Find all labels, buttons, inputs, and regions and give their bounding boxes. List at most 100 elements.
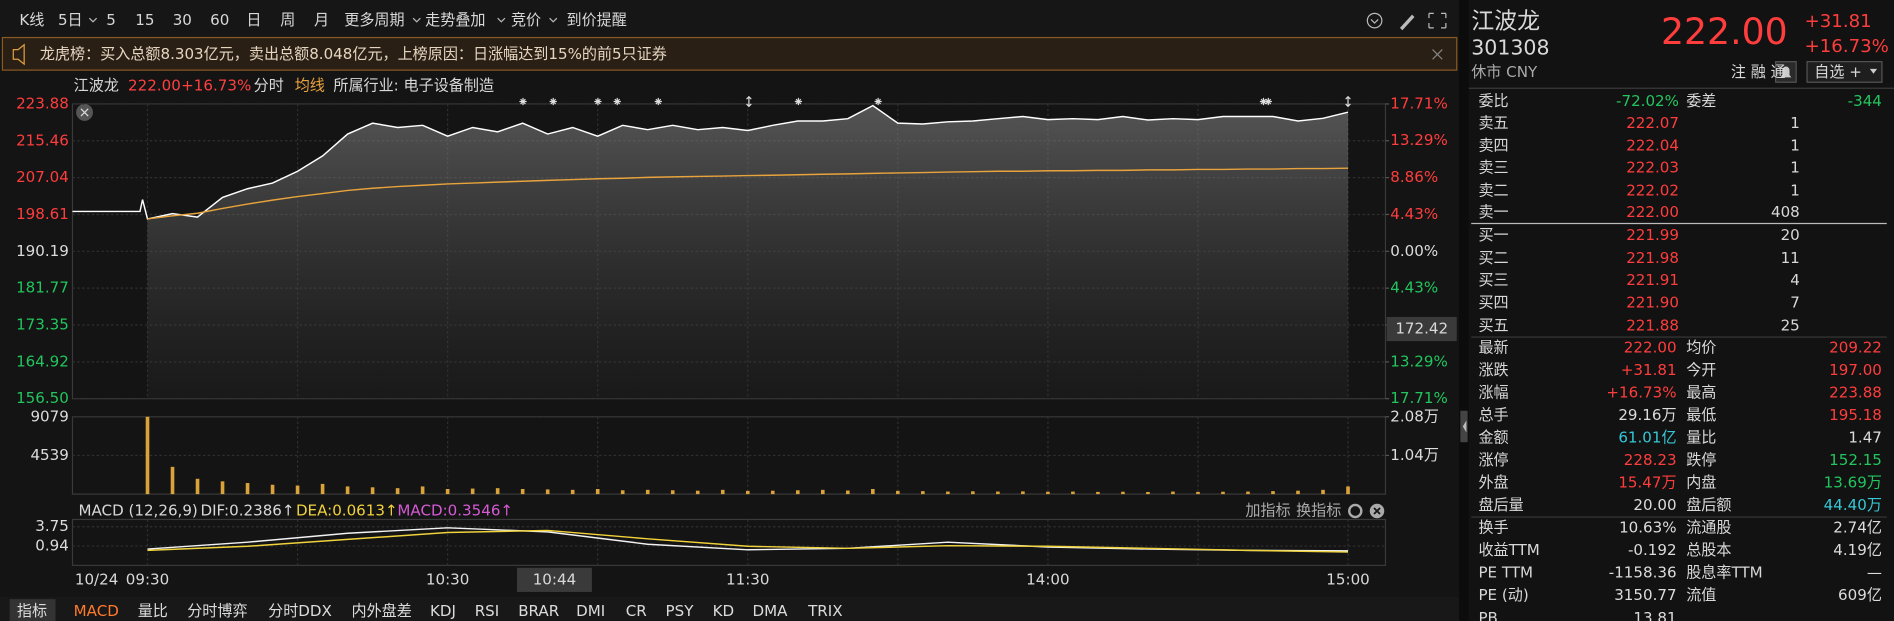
stat-value: 4.19亿	[1833, 541, 1882, 559]
event-marker[interactable]	[746, 95, 752, 108]
volume-bar	[1246, 491, 1250, 495]
stat-label: 金额	[1478, 429, 1508, 447]
stat-value: 13.81	[1633, 609, 1676, 621]
toolbar-item[interactable]: 5日	[58, 11, 83, 29]
indicator-tab[interactable]: BRAR	[518, 602, 560, 620]
watchlist[interactable]: 自选 +	[1814, 63, 1862, 81]
icon-expand[interactable]	[1428, 12, 1447, 29]
indicator-tab[interactable]: MACD	[74, 602, 119, 620]
gear-icon[interactable]	[1348, 503, 1363, 519]
indicator-tab[interactable]: KD	[713, 602, 735, 620]
volume-bar	[1221, 491, 1225, 495]
price-line	[72, 104, 1349, 220]
indicator-tab[interactable]: DMA	[753, 602, 789, 620]
event-marker[interactable]	[594, 97, 602, 106]
tab-bar	[0, 596, 1460, 621]
indicator-tab[interactable]: 指标	[17, 602, 47, 620]
volume-bar	[795, 490, 800, 495]
stat-label: 最高	[1686, 384, 1716, 402]
price-line	[147, 167, 1349, 220]
toolbar-item[interactable]: 日	[246, 11, 261, 29]
toolbar-item[interactable]: 走势叠加	[425, 11, 485, 29]
quote-tags: 注 融 通	[1731, 63, 1786, 81]
toolbar-item[interactable]: 周	[280, 11, 295, 29]
header-avg: 均线	[295, 76, 325, 94]
event-marker[interactable]	[1264, 97, 1272, 106]
stat-label: 外盘	[1478, 474, 1508, 492]
toolbar-item[interactable]: 月	[314, 11, 329, 29]
y-tick-label: 215.46	[16, 131, 69, 149]
toolbar-item[interactable]: 5	[106, 11, 116, 29]
event-marker[interactable]	[654, 97, 662, 106]
book-label: 买二	[1478, 249, 1508, 267]
stat-value: 10.63%	[1619, 519, 1677, 537]
divider-arrow	[1462, 420, 1467, 433]
crosshair-time: 10:44	[533, 570, 576, 588]
event-marker[interactable]	[1345, 95, 1351, 108]
event-marker[interactable]	[549, 97, 557, 106]
volume-bar	[145, 416, 150, 495]
macd-title: MACD (12,26,9)	[79, 502, 198, 520]
volume-bar	[345, 486, 350, 495]
book-volume: 1	[1790, 114, 1800, 132]
indicator-tab[interactable]: KDJ	[430, 602, 456, 620]
book-volume: 25	[1781, 317, 1800, 335]
header-series: 分时	[254, 76, 284, 94]
book-label: 买五	[1478, 317, 1508, 335]
event-marker[interactable]	[794, 97, 803, 106]
event-marker[interactable]	[519, 97, 527, 106]
book-volume: 1	[1790, 158, 1800, 176]
toolbar-item[interactable]: 更多周期	[344, 11, 404, 29]
volume-bar	[896, 490, 900, 495]
indicator-tab[interactable]: PSY	[666, 602, 695, 620]
toolbar-item[interactable]: 竞价	[511, 11, 541, 29]
icon-pen[interactable]	[1399, 14, 1415, 31]
add-indicator[interactable]: 加指标	[1245, 502, 1290, 520]
toolbar-item[interactable]: 60	[210, 11, 229, 29]
icon-down[interactable]	[1366, 12, 1383, 29]
indicator-tab[interactable]: 分时博弈	[187, 602, 247, 620]
banner-close[interactable]	[1432, 49, 1443, 60]
book-label: 买三	[1478, 271, 1508, 289]
volume-bar	[921, 491, 925, 495]
book-volume: 20	[1781, 226, 1800, 244]
stat-value: 197.00	[1829, 361, 1882, 379]
stat-value: 61.01亿	[1618, 429, 1676, 447]
y2-tick-label: 17.71%	[1390, 389, 1448, 407]
volume-bar	[320, 483, 325, 495]
macd-panel	[71, 518, 1387, 566]
macd-line	[147, 529, 1349, 553]
y2-tick-label: 1.04万	[1390, 446, 1439, 464]
y2-tick-label: 0.00%	[1390, 242, 1438, 260]
crosshair-time-box	[516, 567, 592, 592]
indicator-tab[interactable]: 内外盘差	[352, 602, 412, 620]
stat-value: -1158.36	[1609, 564, 1677, 582]
toolbar-item[interactable]: 30	[173, 11, 192, 29]
indicator-tab[interactable]: RSI	[475, 602, 499, 620]
indicator-tab[interactable]: 分时DDX	[268, 602, 332, 620]
tab-active-bg	[9, 599, 56, 621]
event-marker[interactable]	[1259, 97, 1268, 106]
book-volume: 1	[1790, 181, 1800, 199]
volume-bar	[620, 490, 625, 495]
indicator-tab[interactable]: 量比	[138, 602, 168, 620]
event-marker[interactable]	[613, 97, 621, 106]
dropdown-arrow	[549, 17, 558, 23]
y-tick-label: 9079	[30, 407, 68, 425]
indicator-tab[interactable]: DMI	[576, 602, 605, 620]
book-price: 221.99	[1626, 226, 1679, 244]
y2-tick-label: 13.29%	[1390, 131, 1448, 149]
indicator-tab[interactable]: TRIX	[807, 602, 842, 620]
toolbar-item[interactable]: K线	[19, 11, 44, 29]
toolbar-item[interactable]: 到价提醒	[567, 11, 627, 29]
event-marker[interactable]	[874, 97, 882, 106]
close-indicator-x	[1373, 507, 1381, 515]
book-price: 222.00	[1626, 203, 1679, 221]
watchlist-button[interactable]	[1806, 61, 1883, 83]
header-price: 222.00	[128, 76, 181, 94]
stat-label: 跌停	[1686, 451, 1716, 469]
switch-indicator[interactable]: 换指标	[1296, 502, 1341, 520]
toolbar-item[interactable]: 15	[135, 11, 154, 29]
volume-bar	[745, 490, 750, 495]
indicator-tab[interactable]: CR	[626, 602, 648, 620]
